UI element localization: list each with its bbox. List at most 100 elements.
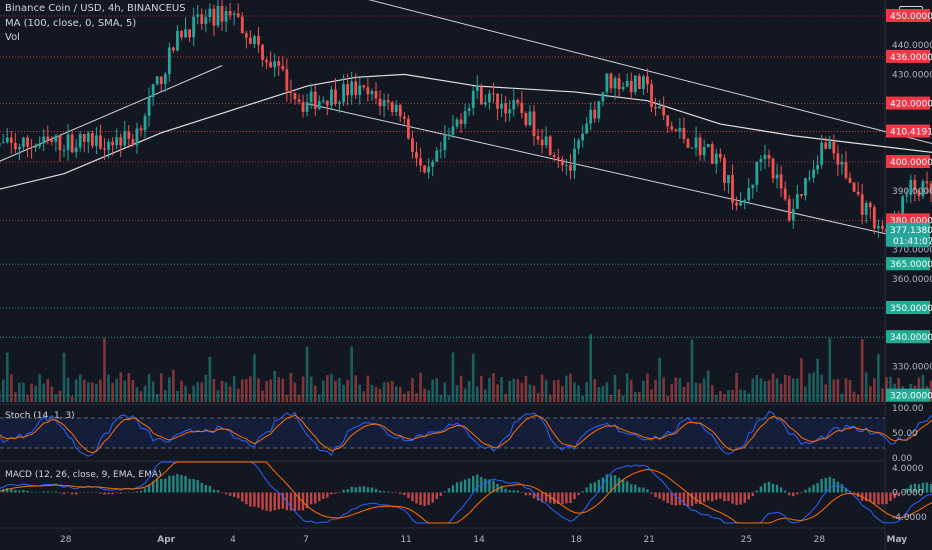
candle-body bbox=[905, 194, 909, 197]
macd-histogram-bar bbox=[439, 492, 443, 496]
macd-histogram-bar bbox=[743, 492, 746, 503]
macd-histogram-bar bbox=[808, 487, 811, 493]
candle-body bbox=[743, 200, 747, 203]
candle-body bbox=[330, 89, 333, 106]
macd-histogram-bar bbox=[18, 490, 21, 493]
macd-histogram-bar bbox=[775, 484, 779, 493]
candle-body bbox=[220, 5, 224, 22]
volume-bar bbox=[42, 383, 46, 402]
macd-histogram-bar bbox=[326, 492, 329, 498]
volume-bar bbox=[593, 379, 597, 402]
candle-body bbox=[321, 100, 325, 102]
candle-body bbox=[115, 137, 119, 146]
candle-body bbox=[601, 92, 605, 102]
macd-histogram-bar bbox=[504, 488, 507, 493]
candle-body bbox=[285, 69, 289, 91]
macd-histogram-bar bbox=[123, 492, 126, 493]
macd-histogram-bar bbox=[544, 492, 548, 502]
time-axis-label: 7 bbox=[303, 535, 309, 545]
candle-body bbox=[573, 148, 576, 171]
price-level-label: 340.0000 bbox=[890, 333, 932, 343]
candle-body bbox=[0, 142, 1, 147]
candle-body bbox=[641, 76, 645, 89]
macd-histogram-bar bbox=[455, 482, 459, 493]
volume-bar bbox=[78, 374, 82, 402]
volume-bar bbox=[848, 380, 852, 402]
volume-bar bbox=[208, 356, 212, 402]
candle-body bbox=[366, 87, 370, 95]
macd-axis-tick: -4.0000 bbox=[892, 513, 927, 523]
macd-histogram-bar bbox=[34, 492, 37, 493]
macd-histogram-bar bbox=[630, 484, 633, 493]
volume-bar bbox=[800, 358, 803, 402]
macd-histogram-bar bbox=[309, 492, 313, 505]
volume-bar bbox=[763, 381, 767, 402]
candle-body bbox=[236, 13, 240, 17]
symbol-legend[interactable]: Binance Coin / USD, 4h, BINANCEUS bbox=[5, 3, 186, 14]
candle-body bbox=[374, 91, 378, 99]
volume-bar bbox=[305, 346, 309, 402]
macd-histogram-bar bbox=[577, 492, 580, 496]
candle-body bbox=[694, 137, 698, 148]
volume-bar bbox=[609, 394, 613, 402]
price-level-label: 410.4191 bbox=[890, 128, 932, 138]
ma-legend[interactable]: MA (100, close, 0, SMA, 5) bbox=[5, 18, 137, 29]
volume-legend[interactable]: Vol bbox=[5, 32, 20, 43]
candle-body bbox=[313, 91, 317, 109]
macd-histogram-bar bbox=[232, 492, 236, 497]
macd-histogram-bar bbox=[524, 492, 528, 496]
macd-histogram-bar bbox=[249, 492, 252, 507]
volume-bar bbox=[569, 373, 572, 402]
candle-body bbox=[925, 181, 929, 184]
macd-histogram-bar bbox=[925, 482, 929, 493]
volume-bar bbox=[168, 377, 171, 402]
macd-histogram-bar bbox=[99, 492, 102, 494]
volume-bar bbox=[528, 384, 532, 402]
volume-bar bbox=[504, 393, 507, 402]
macd-histogram-bar bbox=[885, 492, 888, 505]
candle-body bbox=[864, 202, 868, 215]
volume-bar bbox=[439, 394, 443, 402]
macd-histogram-bar bbox=[836, 481, 840, 493]
volume-bar bbox=[666, 395, 669, 402]
macd-histogram-bar bbox=[873, 492, 876, 504]
candle-body bbox=[775, 174, 779, 179]
candle-body bbox=[755, 161, 759, 185]
candle-body bbox=[342, 84, 345, 103]
volume-bar bbox=[873, 378, 876, 402]
volume-bar bbox=[407, 391, 410, 402]
candle-body bbox=[167, 47, 171, 75]
macd-histogram-bar bbox=[176, 473, 179, 493]
macd-histogram-bar bbox=[435, 492, 438, 499]
volume-bar bbox=[236, 388, 240, 402]
volume-bar bbox=[18, 382, 21, 402]
macd-legend[interactable]: MACD (12, 26, close, 9, EMA, EMA) bbox=[5, 470, 162, 480]
candle-body bbox=[536, 136, 540, 140]
candle-body bbox=[216, 5, 220, 26]
macd-histogram-bar bbox=[715, 492, 718, 500]
macd-histogram-bar bbox=[46, 491, 49, 493]
macd-histogram-bar bbox=[763, 483, 767, 493]
candle-body bbox=[265, 59, 268, 62]
macd-histogram-bar bbox=[597, 479, 601, 493]
candle-body bbox=[848, 177, 852, 183]
macd-histogram-bar bbox=[58, 492, 62, 494]
candle-body bbox=[483, 102, 487, 105]
volume-bar bbox=[929, 380, 932, 402]
macd-histogram-bar bbox=[528, 492, 532, 496]
macd-histogram-bar bbox=[472, 475, 475, 493]
macd-histogram-bar bbox=[358, 486, 361, 493]
candle-body bbox=[95, 135, 98, 146]
macd-histogram-bar bbox=[553, 492, 556, 504]
volume-bar bbox=[398, 386, 402, 402]
trendline bbox=[0, 65, 223, 162]
macd-histogram-bar bbox=[488, 479, 491, 493]
candle-body bbox=[58, 135, 62, 151]
macd-histogram-bar bbox=[399, 492, 402, 495]
volume-bar bbox=[548, 394, 552, 402]
volume-bar bbox=[139, 391, 143, 402]
candle-body bbox=[759, 159, 763, 162]
stoch-legend[interactable]: Stoch (14, 1, 3) bbox=[5, 411, 75, 421]
macd-histogram-bar bbox=[314, 492, 317, 504]
